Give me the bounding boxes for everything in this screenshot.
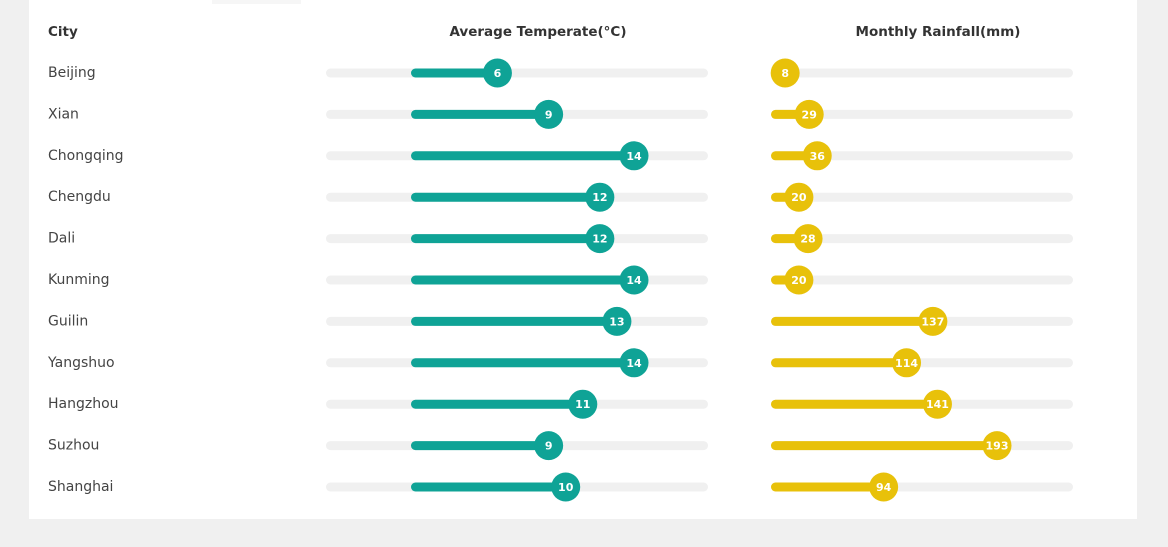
temperature-bar (411, 275, 634, 285)
rainfall-knob (982, 431, 1012, 461)
city-name: Beijing (48, 65, 96, 81)
temperature-bar (411, 358, 634, 368)
city-name: Shanghai (48, 479, 113, 495)
rainfall-bar (771, 358, 907, 368)
rainfall-bar (771, 316, 933, 326)
tab (212, 0, 301, 4)
rainfall-bar (771, 441, 997, 451)
temperature-bar (411, 68, 498, 78)
rainfall-value: 20 (791, 191, 807, 204)
rainfall-knob (784, 182, 814, 212)
temperature-bar (411, 151, 634, 161)
temperature-knob (551, 472, 581, 502)
temperature-knob (619, 348, 649, 378)
temperature-value: 11 (575, 398, 590, 411)
city-name: Dali (48, 231, 75, 247)
rainfall-value: 114 (895, 357, 918, 370)
city-name: Yangshuo (47, 355, 115, 371)
rainfall-knob (918, 306, 948, 336)
header-temperature: Average Temperate(°C) (449, 24, 626, 40)
temperature-knob (585, 224, 615, 254)
temperature-value: 12 (592, 233, 607, 246)
city-name: Guilin (48, 313, 88, 329)
temperature-bar (411, 441, 549, 451)
temperature-knob (619, 265, 649, 295)
rainfall-value: 28 (800, 233, 815, 246)
city-name: Kunming (48, 272, 110, 288)
temperature-knob (619, 141, 649, 171)
city-name: Hangzhou (48, 396, 119, 412)
temperature-value: 9 (545, 108, 553, 121)
track (771, 192, 1073, 202)
temperature-value: 14 (626, 150, 642, 163)
temperature-bar (411, 234, 600, 244)
rainfall-knob (802, 141, 832, 171)
temperature-bar (411, 192, 600, 202)
rainfall-value: 193 (986, 440, 1009, 453)
rainfall-value: 94 (876, 481, 892, 494)
temperature-knob (482, 58, 512, 88)
temperature-bar (411, 109, 549, 119)
rainfall-knob (784, 265, 814, 295)
temperature-knob (585, 182, 615, 212)
city-name: Chongqing (48, 148, 124, 164)
temperature-value: 14 (626, 274, 642, 287)
rainfall-knob (869, 472, 899, 502)
temperature-value: 13 (609, 315, 624, 328)
rainfall-value: 141 (926, 398, 949, 411)
rainfall-value: 36 (810, 150, 826, 163)
temperature-bar (411, 482, 566, 492)
rainfall-value: 137 (921, 315, 944, 328)
track (771, 109, 1073, 119)
panel (29, 0, 1137, 519)
city-name: Chengdu (48, 189, 111, 205)
rainfall-knob (770, 58, 800, 88)
track (771, 234, 1073, 244)
temperature-bar (411, 316, 617, 326)
track (771, 68, 1073, 78)
rainfall-knob (922, 389, 952, 419)
rainfall-knob (892, 348, 922, 378)
city-name: Xian (48, 106, 79, 122)
temperature-value: 9 (545, 440, 553, 453)
temperature-bar (411, 399, 583, 409)
rainfall-bar (771, 482, 884, 492)
temperature-value: 14 (626, 357, 642, 370)
temperature-value: 10 (558, 481, 574, 494)
temperature-knob (568, 389, 598, 419)
track (771, 151, 1073, 161)
city-name: Suzhou (48, 438, 99, 454)
rainfall-value: 20 (791, 274, 807, 287)
temperature-knob (534, 431, 564, 461)
header-city: City (48, 24, 78, 40)
track (771, 275, 1073, 285)
temperature-value: 12 (592, 191, 607, 204)
rainfall-value: 8 (781, 67, 789, 80)
rainfall-knob (794, 99, 824, 129)
temperature-knob (602, 306, 632, 336)
rainfall-knob (793, 224, 823, 254)
header-rainfall: Monthly Rainfall(mm) (856, 24, 1021, 40)
rainfall-value: 29 (802, 108, 817, 121)
temperature-value: 6 (494, 67, 502, 80)
temperature-knob (534, 99, 564, 129)
track (326, 68, 708, 78)
rainfall-bar (771, 399, 938, 409)
